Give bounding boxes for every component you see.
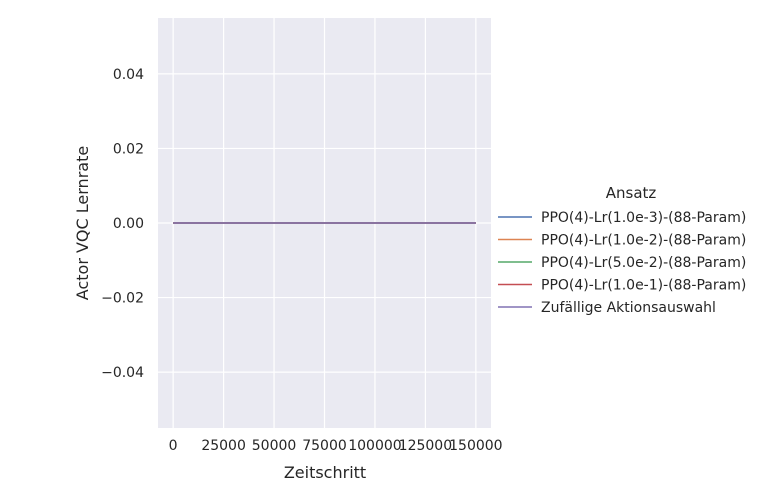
y-tick-label: −0.02 (101, 291, 144, 307)
x-tick-label: 75000 (302, 438, 347, 454)
legend-label: PPO(4)-Lr(1.0e-2)-(88-Param) (541, 233, 746, 249)
legend: Ansatz PPO(4)-Lr(1.0e-3)-(88-Param) PPO(4… (498, 184, 746, 316)
y-tick-label: 0.02 (113, 141, 144, 157)
legend-label: PPO(4)-Lr(5.0e-2)-(88-Param) (541, 255, 746, 271)
y-tick-label: −0.04 (101, 365, 144, 381)
legend-label: PPO(4)-Lr(1.0e-1)-(88-Param) (541, 278, 746, 294)
legend-label: Zufällige Aktionsauswahl (541, 300, 716, 316)
y-axis-label: Actor VQC Lernrate (73, 146, 92, 300)
x-axis-label: Zeitschritt (284, 463, 366, 482)
x-tick-label: 100000 (348, 438, 401, 454)
x-tick-label: 0 (169, 438, 178, 454)
y-tick-label: 0.00 (113, 216, 144, 232)
x-tick-label: 50000 (252, 438, 297, 454)
legend-label: PPO(4)-Lr(1.0e-3)-(88-Param) (541, 210, 746, 226)
x-tick-label: 125000 (399, 438, 452, 454)
x-tick-label: 25000 (201, 438, 246, 454)
legend-title: Ansatz (606, 184, 657, 202)
y-tick-labels: −0.04 −0.02 0.00 0.02 0.04 (101, 67, 144, 381)
y-tick-label: 0.04 (113, 67, 144, 83)
x-tick-label: 150000 (449, 438, 502, 454)
